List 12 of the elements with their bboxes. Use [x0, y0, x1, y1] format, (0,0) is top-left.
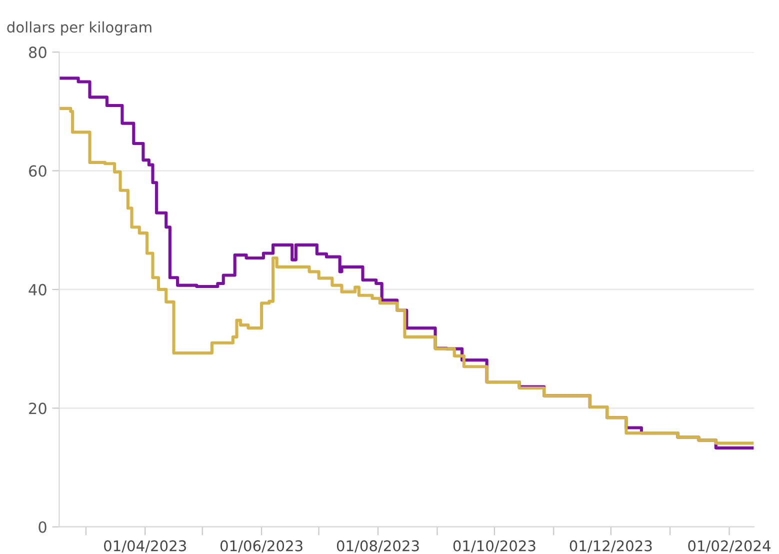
x-tick-label: 01/08/2023 — [336, 540, 419, 552]
x-tick-label: 01/10/2023 — [453, 540, 536, 552]
x-tick-label: 01/12/2023 — [570, 540, 652, 552]
x-tick-label: 01/04/2023 — [104, 540, 186, 552]
y-tick-label: 80 — [28, 46, 46, 58]
y-tick-label: 0 — [38, 521, 46, 533]
x-tick-label: 01/02/2024 — [688, 540, 770, 552]
y-axis-title: dollars per kilogram — [7, 21, 152, 36]
x-tick-label: 01/06/2023 — [220, 540, 302, 552]
y-tick-label: 40 — [28, 284, 46, 296]
y-tick-label: 60 — [29, 165, 46, 177]
y-tick-label: 20 — [29, 402, 46, 414]
